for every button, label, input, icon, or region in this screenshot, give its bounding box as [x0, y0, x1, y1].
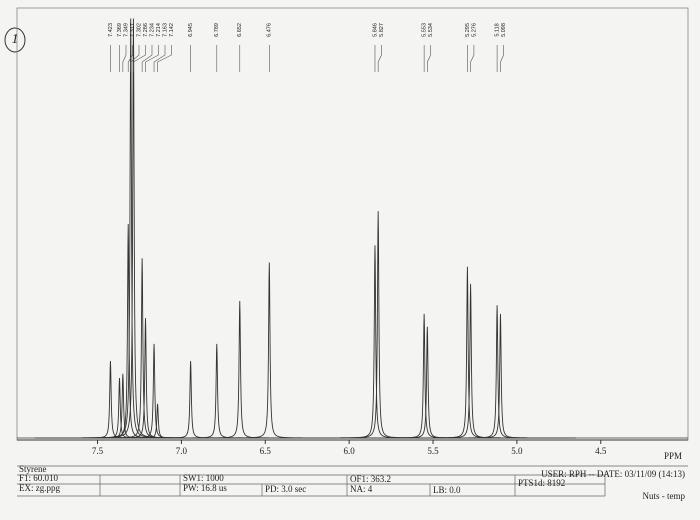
peak-label-leader [133, 45, 146, 72]
param: PTS1d: 8192 [518, 478, 565, 488]
peak [66, 258, 218, 439]
x-tick-label: 5.5 [427, 446, 439, 456]
peak-label: 7.142 [169, 23, 175, 37]
peak-label: 5.098 [501, 23, 507, 37]
peak-label: 6.652 [237, 23, 243, 37]
x-tick-label: 7.0 [176, 446, 188, 456]
peak [141, 343, 293, 439]
peak-label: 6.945 [188, 23, 194, 37]
param: OF1: 363.2 [350, 474, 391, 484]
peak [34, 360, 186, 439]
peak-label-leader [127, 45, 133, 72]
peak [302, 211, 454, 439]
page-number: 1 [12, 32, 19, 47]
peak-label: 7.302 [136, 23, 142, 37]
peaks [34, 18, 576, 439]
peak-label: 7.234 [149, 23, 155, 37]
peak [78, 343, 230, 439]
param: EX: zg.ppg [19, 483, 60, 493]
peak-label: 7.423 [108, 23, 114, 37]
peak-label: 6.789 [214, 23, 220, 37]
peak-label: 5.276 [471, 23, 477, 37]
peak [424, 313, 576, 439]
peak [57, 18, 209, 439]
plot-frame [16, 7, 689, 441]
peak-label: 7.214 [156, 23, 162, 37]
peak-label-leader [153, 45, 166, 72]
peak-label: 7.286 [143, 23, 149, 37]
peak-label: 5.295 [465, 23, 471, 37]
peak-label-leader [130, 45, 140, 72]
x-axis-label: PPM [664, 451, 682, 461]
param: PW: 16.8 us [183, 483, 227, 493]
x-tick-label: 6.0 [344, 446, 356, 456]
peak-label-leader [157, 45, 172, 72]
param: SW1: 1000 [183, 473, 224, 483]
peak-label: 6.476 [267, 23, 273, 37]
peak [70, 318, 221, 439]
peak-label-leader [122, 45, 127, 72]
peak [348, 313, 500, 439]
param: Nuts - temp [643, 491, 686, 501]
peak-label-leader [470, 45, 475, 72]
param: PD: 3.0 sec [265, 484, 306, 494]
peak [391, 266, 543, 439]
x-tick-label: 5.0 [511, 446, 523, 456]
parameter-table: Styrene F1: 60.010 EX: zg.ppg SW1: 1000 … [17, 464, 688, 501]
peak [421, 305, 573, 439]
peak-label: 5.534 [428, 23, 434, 37]
peak-label: 7.349 [123, 23, 129, 37]
peak-label-leader [427, 45, 431, 72]
peak-label-leader [145, 45, 159, 72]
peak-label-leader [141, 45, 153, 72]
peak-label: 5.827 [379, 23, 385, 37]
peak-label: 7.317 [130, 23, 136, 37]
peak [55, 18, 207, 439]
param: USER: RPH -- DATE: 03/11/09 (14:13) [541, 469, 685, 479]
peak-label-leader [377, 45, 382, 72]
param: NA: 4 [350, 484, 373, 494]
peak [44, 378, 195, 439]
peak-label: 5.553 [422, 23, 428, 37]
peak [395, 283, 547, 439]
x-tick-label: 7.5 [92, 446, 104, 456]
peak [115, 360, 267, 439]
peak-label: 5.118 [495, 23, 501, 36]
param: LB: 0.0 [433, 485, 461, 495]
sample-name: Styrene [19, 464, 47, 474]
peak-label: 5.846 [372, 23, 378, 37]
peak-label-leader [500, 45, 504, 72]
peak-label: 7.369 [117, 23, 123, 37]
peak [47, 373, 199, 439]
peak [164, 301, 316, 439]
x-tick-label: 4.5 [595, 446, 607, 456]
page-circle [4, 27, 26, 53]
param: F1: 60.010 [19, 473, 59, 483]
x-tick-label: 6.5 [260, 446, 272, 456]
peak-label: 7.163 [162, 23, 168, 37]
